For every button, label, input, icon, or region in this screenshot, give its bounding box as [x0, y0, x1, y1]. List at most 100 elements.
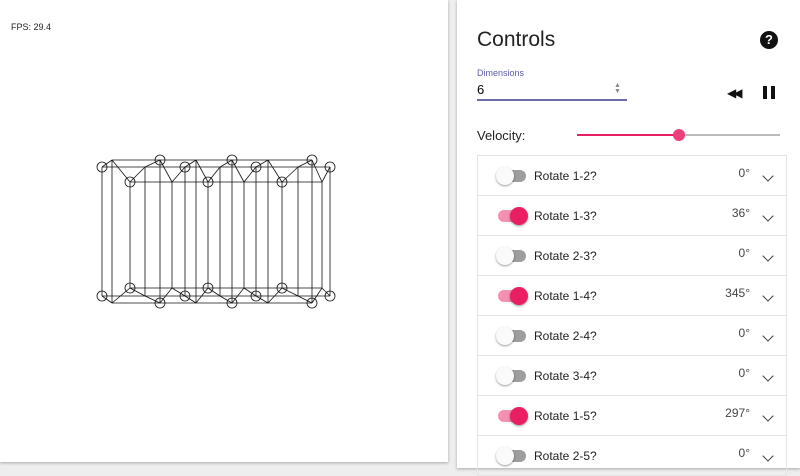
- dimensions-label: Dimensions: [477, 68, 525, 78]
- wire-edge: [144, 295, 161, 304]
- hypercube-canvas[interactable]: FPS: 29.4: [0, 0, 448, 462]
- rotation-row[interactable]: Rotate 1-5? 297°: [478, 396, 786, 436]
- chevron-down-icon[interactable]: [762, 450, 774, 462]
- wire-vertex: [250, 290, 262, 302]
- wire-edge: [159, 159, 173, 183]
- wire-vertex: [324, 161, 336, 173]
- chevron-down-icon[interactable]: [762, 330, 774, 342]
- panel-title: Controls: [477, 28, 556, 51]
- wire-edge: [171, 287, 186, 297]
- wire-edge: [281, 287, 299, 297]
- chevron-down-icon[interactable]: [762, 290, 774, 302]
- rotation-row[interactable]: Rotate 2-3? 0°: [478, 236, 786, 276]
- rotation-row[interactable]: Rotate 1-4? 345°: [478, 276, 786, 316]
- rotation-label: Rotate 2-4?: [534, 329, 597, 343]
- wire-edge: [101, 159, 113, 168]
- rotation-angle: 36°: [731, 206, 750, 220]
- wire-edge: [144, 159, 161, 168]
- rotation-toggle[interactable]: [496, 247, 526, 265]
- rotation-toggle[interactable]: [496, 167, 526, 185]
- rotation-label: Rotate 1-2?: [534, 169, 597, 183]
- rotation-angle: 0°: [738, 326, 750, 340]
- dimensions-input[interactable]: [477, 80, 627, 101]
- chevron-down-icon[interactable]: [762, 370, 774, 382]
- wire-edge: [267, 159, 283, 183]
- wire-edge: [321, 166, 331, 183]
- wireframe-projection: [96, 154, 336, 309]
- rotation-label: Rotate 1-3?: [534, 209, 597, 223]
- wire-edge: [243, 166, 257, 183]
- wire-edge: [255, 295, 269, 304]
- rotation-angle: 0°: [738, 446, 750, 460]
- wire-edge: [311, 287, 323, 304]
- wire-vertex: [276, 176, 288, 188]
- spinner-icon[interactable]: ▲ ▼: [614, 82, 621, 95]
- pause-icon[interactable]: [763, 86, 775, 99]
- velocity-slider[interactable]: [577, 128, 780, 142]
- rotation-toggle[interactable]: [498, 287, 528, 305]
- rotation-angle: 0°: [738, 166, 750, 180]
- wire-edge: [195, 287, 209, 304]
- controls-panel: Controls ? Dimensions ▲▼ ◀◀ Velocity: Ro…: [457, 0, 800, 476]
- wire-vertex: [250, 161, 262, 173]
- wire-vertex: [124, 282, 136, 294]
- help-icon[interactable]: ?: [760, 31, 778, 49]
- wire-vertex: [226, 297, 238, 309]
- wire-edge: [195, 159, 209, 183]
- wire-vertex: [96, 290, 108, 302]
- wire-edge: [297, 159, 313, 168]
- wire-edge: [207, 287, 221, 297]
- wire-edge: [111, 287, 131, 304]
- rotation-list: Rotate 1-2? 0° Rotate 1-3? 36° Rotate 2-…: [477, 155, 787, 476]
- velocity-label: Velocity:: [477, 128, 526, 143]
- wire-edge: [111, 159, 131, 183]
- rotation-toggle[interactable]: [498, 207, 528, 225]
- wire-vertex: [202, 176, 214, 188]
- rotation-row[interactable]: Rotate 2-5? 0°: [478, 436, 786, 476]
- rotation-angle: 0°: [738, 246, 750, 260]
- rotation-label: Rotate 1-5?: [534, 409, 597, 423]
- wire-edge: [159, 287, 173, 304]
- wire-edge: [297, 295, 313, 304]
- rotation-label: Rotate 2-5?: [534, 449, 597, 463]
- rotation-label: Rotate 2-3?: [534, 249, 597, 263]
- rotation-toggle[interactable]: [496, 367, 526, 385]
- wire-vertex: [306, 297, 318, 309]
- wire-edge: [101, 295, 113, 304]
- wire-edge: [243, 287, 257, 297]
- wire-vertex: [226, 154, 238, 166]
- wire-vertex: [202, 282, 214, 294]
- rewind-icon[interactable]: ◀◀: [727, 86, 743, 100]
- wire-vertex: [179, 290, 191, 302]
- wire-edge: [267, 287, 283, 304]
- wire-edge: [311, 159, 323, 183]
- rotation-angle: 345°: [725, 286, 750, 300]
- rotation-toggle[interactable]: [496, 327, 526, 345]
- rotation-toggle[interactable]: [498, 407, 528, 425]
- chevron-down-icon[interactable]: [762, 410, 774, 422]
- wire-edge: [255, 159, 269, 168]
- wire-edge: [184, 295, 197, 304]
- rotation-row[interactable]: Rotate 2-4? 0°: [478, 316, 786, 356]
- rotation-row[interactable]: Rotate 3-4? 0°: [478, 356, 786, 396]
- rotation-toggle[interactable]: [496, 447, 526, 465]
- chevron-down-icon[interactable]: [762, 170, 774, 182]
- rotation-row[interactable]: Rotate 1-3? 36°: [478, 196, 786, 236]
- wire-edge: [219, 295, 233, 304]
- wire-edge: [129, 287, 146, 297]
- wire-edge: [184, 159, 197, 168]
- slider-thumb[interactable]: [672, 129, 685, 141]
- rotation-label: Rotate 3-4?: [534, 369, 597, 383]
- wire-edge: [129, 166, 146, 183]
- wire-edge: [231, 287, 245, 304]
- wire-edge: [321, 287, 331, 297]
- wire-vertex: [154, 297, 166, 309]
- rotation-angle: 0°: [738, 366, 750, 380]
- rotation-label: Rotate 1-4?: [534, 289, 597, 303]
- rotation-angle: 297°: [725, 406, 750, 420]
- chevron-down-icon[interactable]: [762, 210, 774, 222]
- wire-vertex: [154, 154, 166, 166]
- rotation-row[interactable]: Rotate 1-2? 0°: [478, 156, 786, 196]
- wire-vertex: [96, 161, 108, 173]
- chevron-down-icon[interactable]: [762, 250, 774, 262]
